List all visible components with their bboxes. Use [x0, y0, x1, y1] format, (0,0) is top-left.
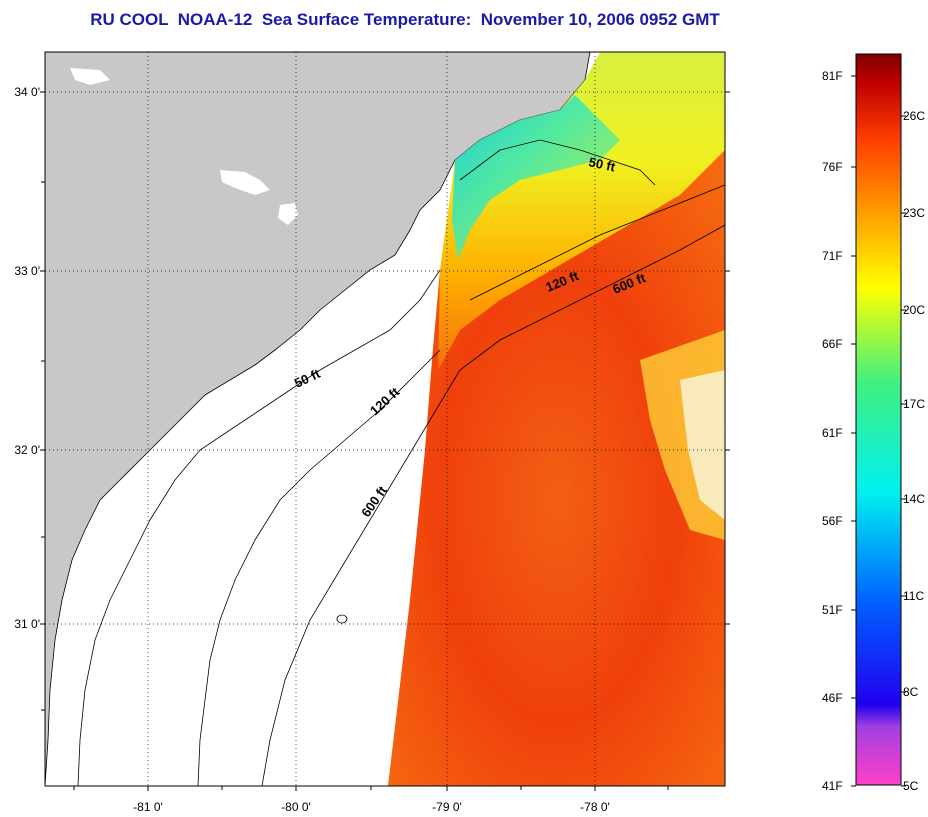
colorbar-f-label: 61F	[822, 426, 843, 440]
lon-label: -80 0'	[281, 800, 311, 814]
seamount-contour	[336, 614, 348, 624]
axis-ticks	[40, 91, 730, 791]
lake	[278, 203, 298, 225]
map-frame	[44, 51, 726, 787]
lake	[70, 68, 110, 85]
graticule	[45, 52, 725, 786]
colorbar-f-label: 81F	[822, 69, 843, 83]
colorbar-c-label: 26C	[903, 109, 926, 123]
lon-label: -78 0'	[580, 800, 610, 814]
colorbar-f-label: 76F	[822, 160, 843, 174]
isobath-label: 50 ft	[587, 154, 617, 174]
sst-swath-coastal	[452, 95, 620, 260]
isobath-600ft	[261, 224, 725, 786]
colorbar-c-label: 5C	[903, 779, 919, 793]
colorbar-c-label: 23C	[903, 206, 926, 220]
colorbar-c-label: 14C	[903, 492, 926, 506]
lat-label: 32 0'	[14, 443, 40, 457]
colorbar-c-label: 20C	[903, 303, 926, 317]
colorbar	[855, 53, 902, 786]
colorbar-c-label: 8C	[903, 685, 919, 699]
isobath-50ft	[77, 269, 441, 786]
colorbar-f-label: 41F	[822, 779, 843, 793]
colorbar-f-label: 46F	[822, 691, 843, 705]
map-title: RU COOL NOAA-12 Sea Surface Temperature:…	[90, 10, 720, 29]
colorbar-f-label: 51F	[822, 603, 843, 617]
colorbar-f-label: 56F	[822, 514, 843, 528]
lon-label: -81 0'	[133, 800, 163, 814]
lat-label: 31 0'	[14, 617, 40, 631]
lake	[220, 170, 270, 195]
colorbar-f-label: 71F	[822, 249, 843, 263]
isobath-120ft	[197, 349, 441, 786]
isobath-50ft-north	[459, 139, 656, 186]
lon-label: -79 0'	[432, 800, 462, 814]
colorbar-c-label: 11C	[903, 589, 925, 603]
colorbar-f-label: 66F	[822, 337, 843, 351]
colorbar-ticks	[851, 75, 906, 787]
lat-label: 33 0'	[14, 264, 40, 278]
sst-white-patches	[680, 370, 725, 520]
colorbar-c-label: 17C	[903, 397, 926, 411]
lat-label: 34 0'	[14, 85, 40, 99]
isobath-120ft-north	[469, 184, 725, 301]
